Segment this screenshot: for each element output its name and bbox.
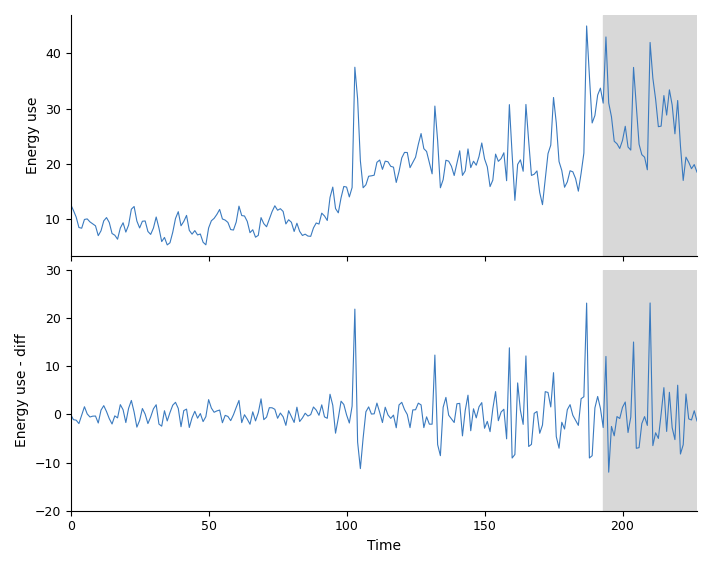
Bar [603, 270, 697, 511]
X-axis label: Time: Time [367, 539, 401, 553]
Y-axis label: Energy use: Energy use [26, 97, 39, 174]
Bar [603, 15, 697, 256]
Y-axis label: Energy use - diff: Energy use - diff [15, 333, 29, 447]
